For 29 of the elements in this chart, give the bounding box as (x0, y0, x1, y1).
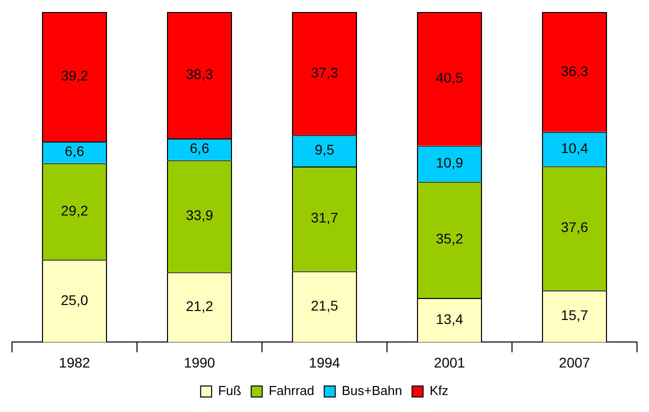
data-label: 10,4 (560, 140, 588, 156)
legend-label: Bus+Bahn (342, 383, 402, 398)
legend-label: Fahrrad (268, 383, 314, 398)
data-label: 37,6 (560, 219, 588, 236)
x-tick-label: 2001 (434, 354, 466, 370)
data-label: 9,5 (314, 142, 334, 158)
data-label: 39,2 (60, 68, 88, 84)
data-label: 15,7 (560, 307, 588, 324)
data-label: 35,2 (436, 230, 464, 247)
data-label: 33,9 (186, 207, 214, 224)
data-label: 10,9 (436, 154, 464, 171)
data-label: 38,3 (186, 66, 214, 82)
data-label: 31,7 (310, 210, 338, 226)
data-label: 29,2 (60, 202, 88, 218)
x-tick-label: 1982 (58, 354, 90, 370)
data-label: 40,5 (436, 70, 464, 86)
data-label: 21,2 (186, 298, 214, 314)
data-label: 6,6 (64, 143, 84, 160)
data-label: 36,3 (560, 62, 588, 79)
x-tick-label: 1994 (308, 354, 340, 370)
data-label: 6,6 (190, 140, 210, 156)
x-tick-label: 1990 (184, 354, 216, 370)
x-tick-label: 2007 (558, 354, 590, 370)
data-label: 25,0 (60, 292, 88, 308)
data-label: 37,3 (310, 64, 338, 80)
legend-label: Kfz (430, 383, 448, 398)
data-label: 13,4 (436, 310, 464, 327)
legend-label: Fuß (218, 383, 242, 398)
data-label: 21,5 (310, 298, 338, 314)
